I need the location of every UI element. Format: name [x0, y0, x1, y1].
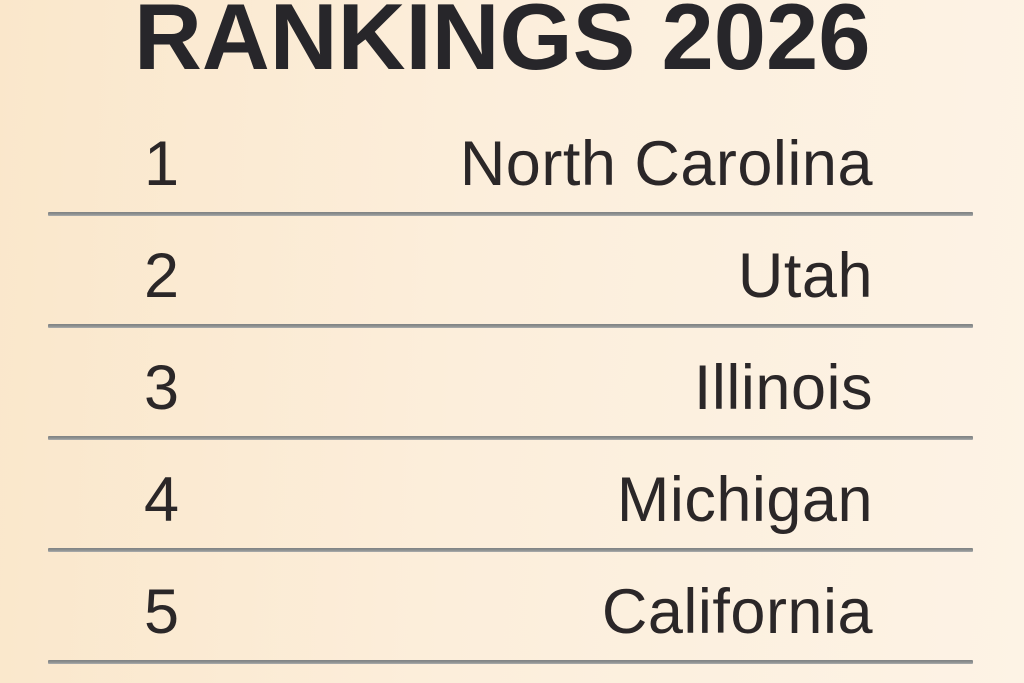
state-name: Michigan: [616, 465, 873, 535]
page-title: RANKINGS 2026: [134, 0, 871, 89]
state-name: California: [601, 577, 873, 647]
rank-number: 1: [144, 129, 180, 199]
row-divider: [48, 436, 973, 440]
table-row: 2 Utah: [48, 216, 973, 328]
rank-number: 3: [144, 353, 180, 423]
rankings-table: 1 North Carolina 2 Utah 3 Illinois 4 Mic…: [48, 104, 973, 664]
table-row: 3 Illinois: [48, 328, 973, 440]
row-divider: [48, 548, 973, 552]
table-row: 1 North Carolina: [48, 104, 973, 216]
table-row: 4 Michigan: [48, 440, 973, 552]
row-divider: [48, 324, 973, 328]
state-name: Illinois: [693, 353, 873, 423]
state-name: Utah: [737, 241, 873, 311]
state-name: North Carolina: [459, 129, 873, 199]
rank-number: 5: [144, 577, 180, 647]
rank-number: 4: [144, 465, 180, 535]
row-divider: [48, 212, 973, 216]
row-divider: [48, 660, 973, 664]
table-row: 5 California: [48, 552, 973, 664]
rank-number: 2: [144, 241, 180, 311]
